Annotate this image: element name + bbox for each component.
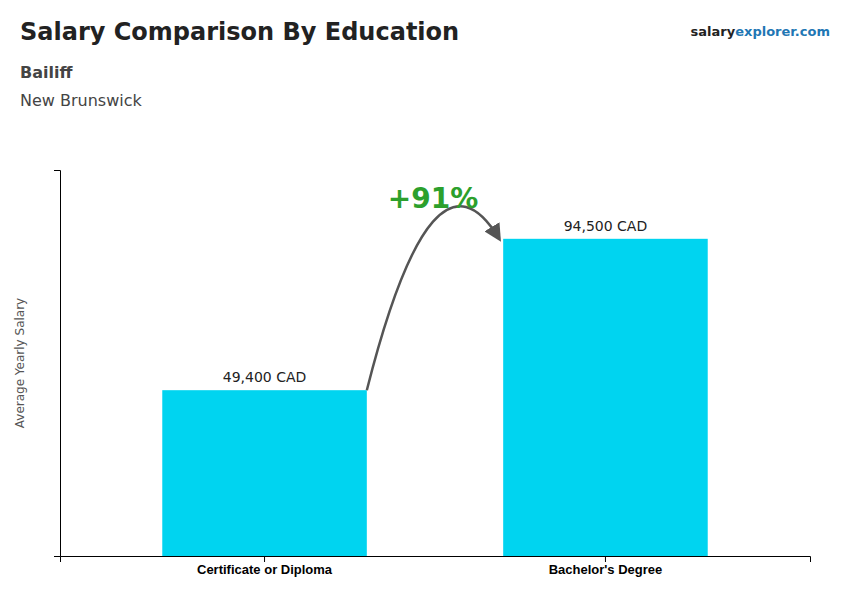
change-arrow-group: +91% — [367, 182, 499, 391]
bar — [162, 390, 367, 556]
annotation: +91% — [388, 182, 478, 215]
tick-label: Certificate or Diploma — [197, 562, 333, 577]
bar — [503, 239, 708, 556]
axis-line — [54, 171, 61, 557]
y-axis — [54, 171, 61, 557]
tick: Certificate or Diploma — [197, 556, 333, 577]
subtitle: Bailiff — [20, 63, 73, 82]
x-axis: Certificate or Diploma Bachelor's Degree — [61, 556, 811, 577]
data-label: 49,400 CAD — [223, 369, 307, 385]
tick-mark — [605, 556, 606, 562]
source-part: salary — [691, 24, 736, 39]
tick-mark — [264, 556, 265, 562]
axis-line — [61, 557, 811, 563]
source-part: explorer.com — [735, 24, 830, 39]
change-arrow — [367, 206, 499, 390]
chart: Salary Comparison By Education Bailiff New… — [0, 0, 850, 606]
axis-label: Average Yearly Salary — [13, 298, 27, 428]
tick-label: Bachelor's Degree — [549, 562, 663, 577]
plot: Certificate or Diploma Bachelor's Degree 4… — [54, 171, 811, 578]
subtitle: New Brunswick — [20, 91, 142, 110]
source: salaryexplorer.com — [691, 24, 830, 39]
bars — [162, 239, 707, 556]
data-labels: 49,400 CAD 94,500 CAD — [223, 218, 647, 385]
data-label: 94,500 CAD — [564, 218, 648, 234]
title: Salary Comparison By Education — [20, 18, 459, 46]
tick: Bachelor's Degree — [549, 556, 663, 577]
